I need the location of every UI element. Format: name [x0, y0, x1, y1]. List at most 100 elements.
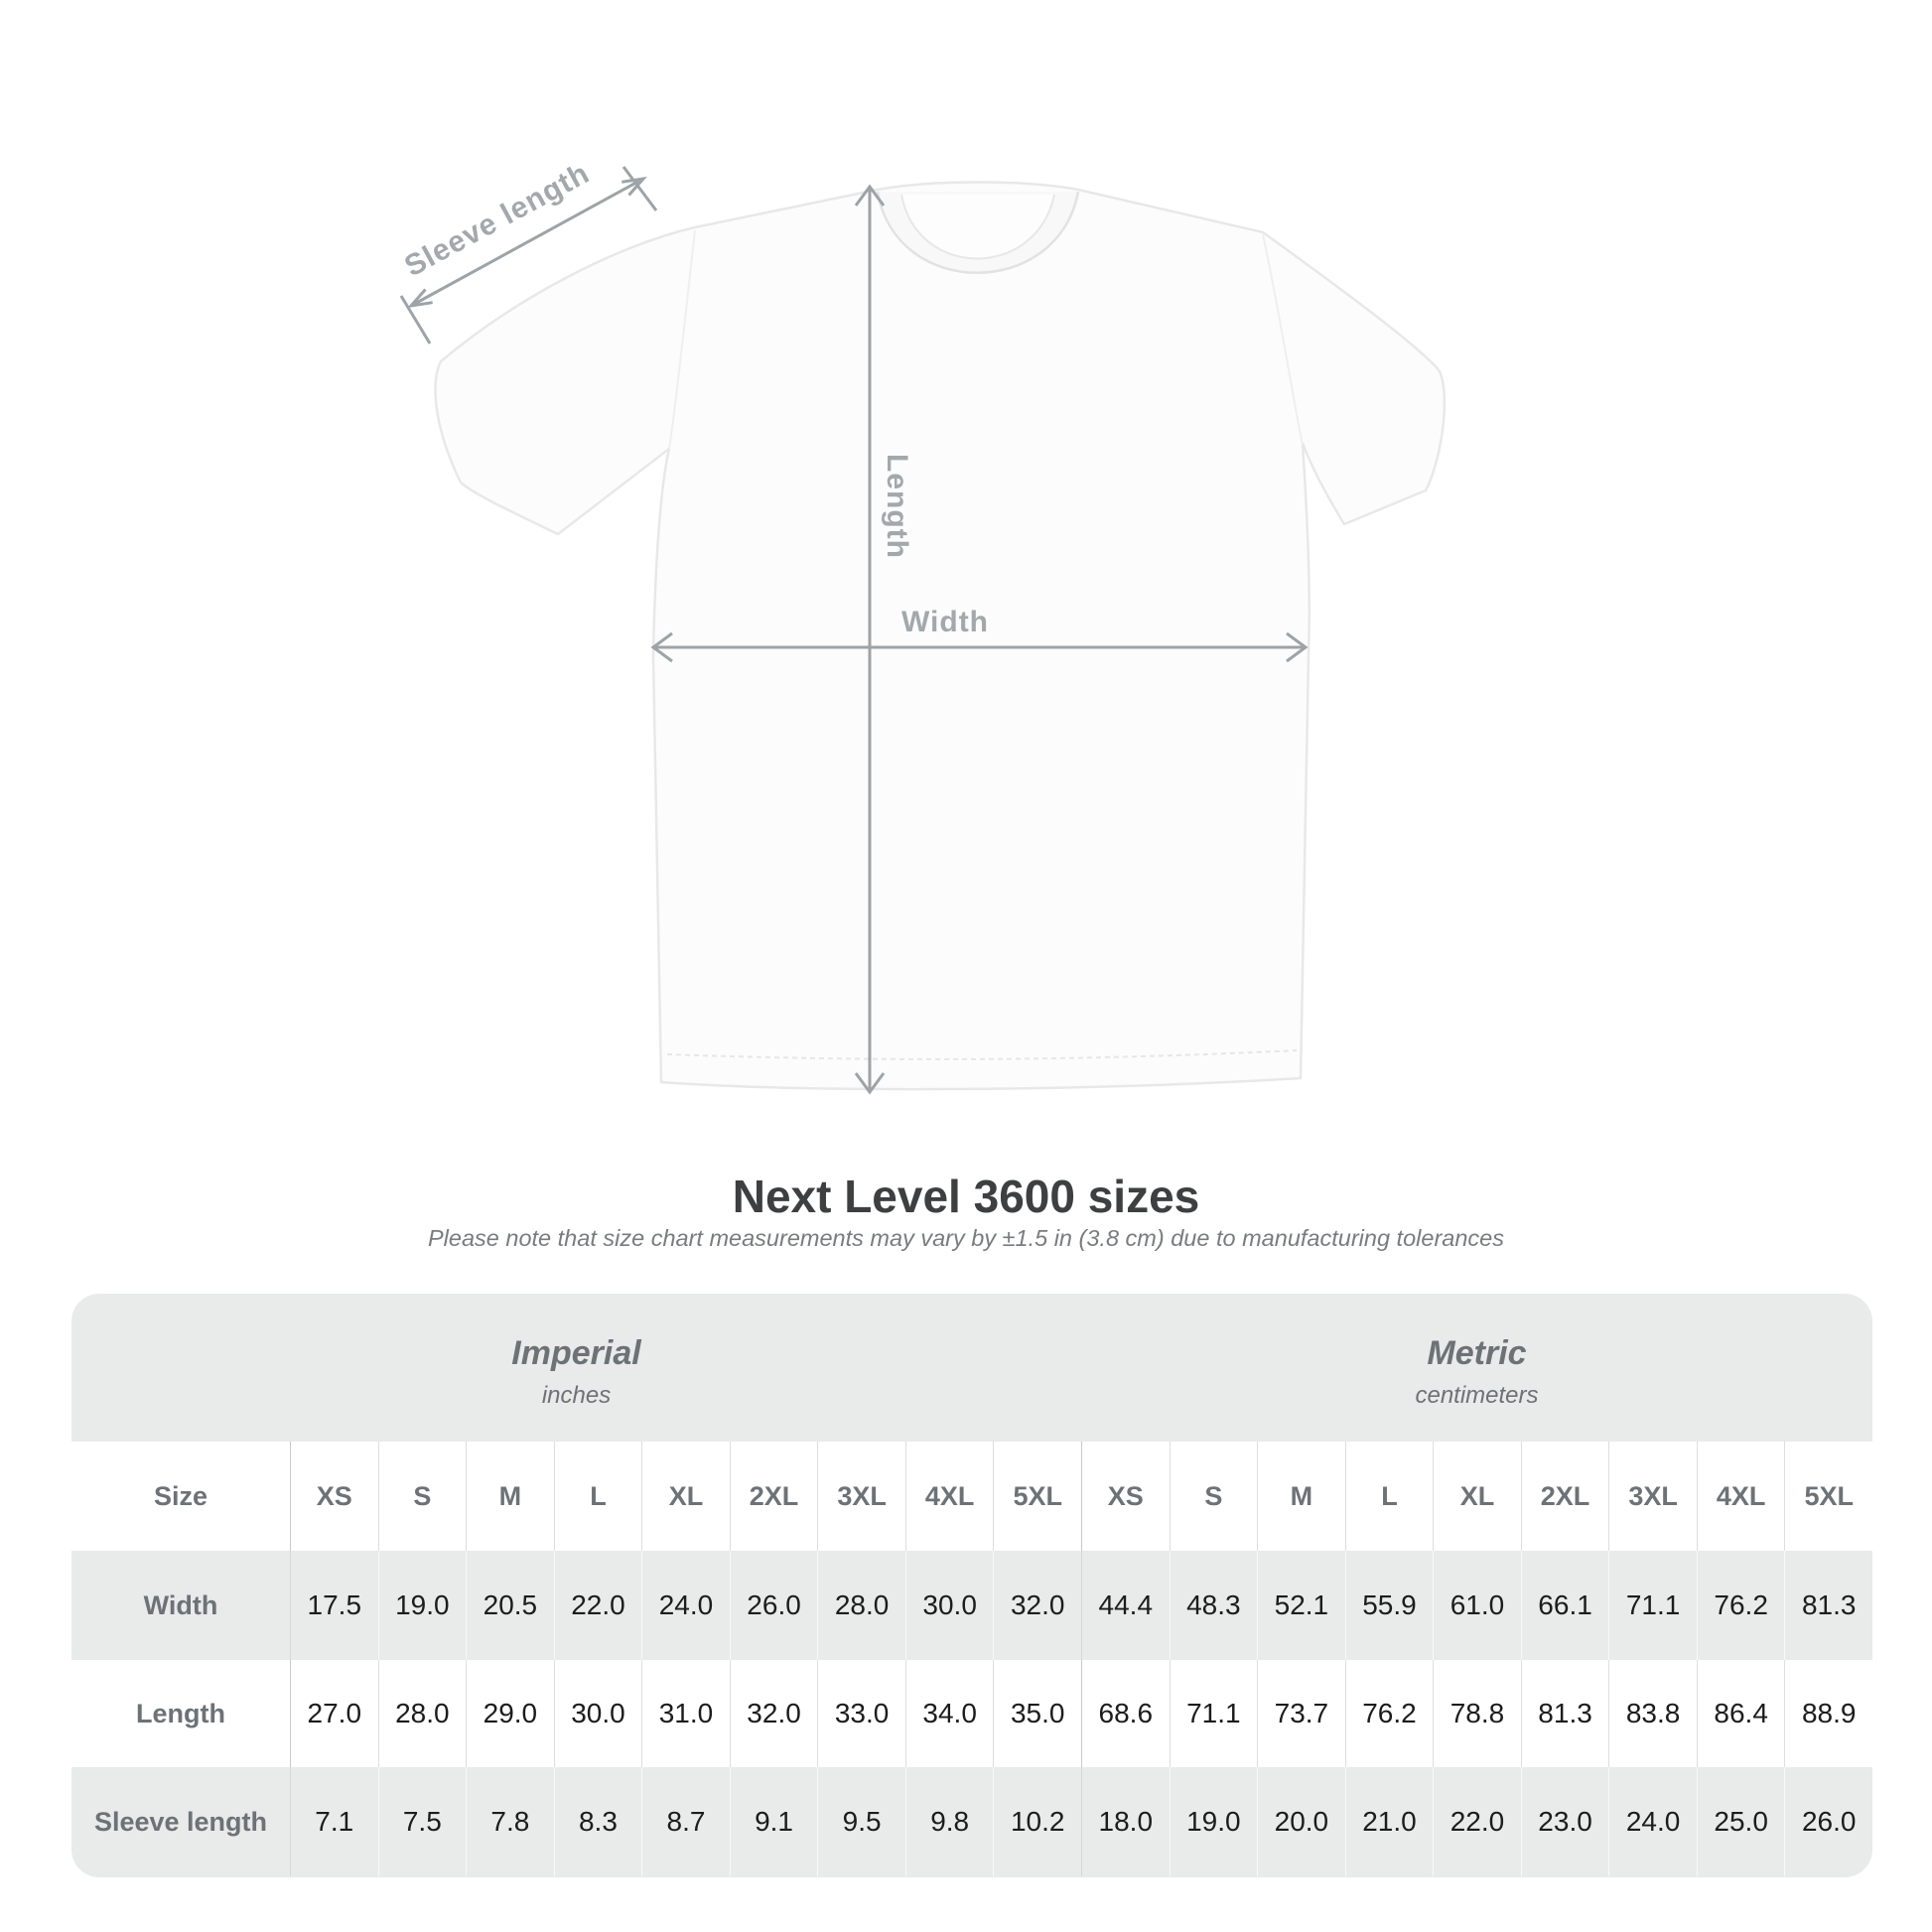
measurement-cell: 30.0: [553, 1660, 642, 1767]
measurement-cell: 9.5: [817, 1767, 905, 1876]
measurement-cell: 88.9: [1784, 1660, 1872, 1767]
measurement-cell: 86.4: [1696, 1660, 1785, 1767]
measurement-cell: 66.1: [1520, 1551, 1609, 1660]
measurement-cell: 24.0: [641, 1551, 730, 1660]
measurement-cell: 44.4: [1081, 1551, 1170, 1660]
measurement-cell: 8.7: [641, 1767, 730, 1876]
measurement-cell: 26.0: [1784, 1767, 1872, 1876]
size-header-cell: L: [1344, 1442, 1434, 1551]
unit-group-header-row: Imperial inches Metric centimeters: [71, 1294, 1872, 1442]
size-header-cell: 2XL: [1520, 1442, 1609, 1551]
measurement-cell: 18.0: [1081, 1767, 1170, 1876]
measurement-cell: 9.8: [904, 1767, 994, 1876]
size-chart-panel: Imperial inches Metric centimeters Size X…: [71, 1294, 1872, 1877]
measurement-cell: 28.0: [377, 1660, 467, 1767]
measurement-cell: 20.0: [1257, 1767, 1345, 1876]
measurement-cell: 35.0: [993, 1660, 1081, 1767]
measurement-cell: 32.0: [993, 1551, 1081, 1660]
measurement-cell: 48.3: [1169, 1551, 1258, 1660]
size-header-cell: 4XL: [1696, 1442, 1785, 1551]
measurement-cell: 7.1: [290, 1767, 378, 1876]
measurement-cell: 78.8: [1433, 1660, 1521, 1767]
tshirt-diagram: Sleeve length Length Width: [399, 157, 1447, 1095]
hem-stitch: [666, 1049, 1298, 1060]
row-label: Length: [136, 1698, 225, 1728]
size-column-header: Size: [153, 1480, 208, 1511]
size-header-cell: XL: [641, 1442, 730, 1551]
size-header-cell: M: [466, 1442, 554, 1551]
measurement-cell: 7.5: [377, 1767, 467, 1876]
measurement-cell: 20.5: [466, 1551, 554, 1660]
table-row: Sleeve length 7.1 7.5 7.8 8.3 8.7 9.1 9.5 9.8 10.…: [71, 1767, 1872, 1876]
measurement-cell: 81.3: [1520, 1660, 1609, 1767]
size-header-cell: M: [1257, 1442, 1345, 1551]
metric-group-header: Metric centimeters: [1081, 1294, 1872, 1442]
measurement-cell: 25.0: [1696, 1767, 1785, 1876]
sleeve-length-arrow: [399, 166, 658, 345]
row-label: Width: [143, 1589, 218, 1620]
measurement-cell: 7.8: [466, 1767, 554, 1876]
measurement-cell: 22.0: [553, 1551, 642, 1660]
measurement-cell: 73.7: [1257, 1660, 1345, 1767]
measurement-cell: 34.0: [904, 1660, 994, 1767]
measurement-cell: 26.0: [729, 1551, 818, 1660]
measurement-cell: 28.0: [817, 1551, 905, 1660]
width-arrow: [650, 631, 1309, 663]
size-header-cell: 5XL: [993, 1442, 1081, 1551]
metric-group-label: Metric: [1427, 1333, 1527, 1372]
measurement-cell: 81.3: [1784, 1551, 1872, 1660]
measurement-cell: 32.0: [729, 1660, 818, 1767]
measurement-cell: 29.0: [466, 1660, 554, 1767]
row-label: Sleeve length: [93, 1806, 268, 1837]
metric-group-unit: centimeters: [1415, 1381, 1539, 1409]
measurement-cell: 19.0: [1169, 1767, 1258, 1876]
right-sleeve-seam: [1262, 233, 1304, 446]
table-row: Size XS S M L XL 2XL 3XL 4XL 5XL XS S M L XL 2XL 3XL 4XL 5…: [71, 1442, 1872, 1551]
measurement-cell: 19.0: [377, 1551, 467, 1660]
tshirt-body: [434, 181, 1447, 1091]
imperial-group-label: Imperial: [511, 1333, 641, 1372]
measurement-cell: 71.1: [1169, 1660, 1258, 1767]
tshirt-graphic: [399, 166, 1447, 1095]
imperial-group-header: Imperial inches: [71, 1294, 1081, 1442]
measurement-cell: 21.0: [1344, 1767, 1434, 1876]
size-header-cell: XS: [1081, 1442, 1170, 1551]
measurement-cell: 33.0: [817, 1660, 905, 1767]
size-header-cell: S: [377, 1442, 467, 1551]
size-header-cell: XS: [290, 1442, 378, 1551]
measurement-cell: 31.0: [641, 1660, 730, 1767]
length-arrow: [854, 184, 886, 1095]
size-header-cell: 4XL: [904, 1442, 994, 1551]
size-header-cell: 2XL: [729, 1442, 818, 1551]
tolerance-note: Please note that size chart measurements…: [428, 1225, 1504, 1251]
measurement-cell: 76.2: [1696, 1551, 1785, 1660]
measurement-cell: 9.1: [729, 1767, 818, 1876]
imperial-group-unit: inches: [541, 1381, 612, 1409]
length-label: Length: [881, 454, 913, 559]
size-chart-table: Size XS S M L XL 2XL 3XL 4XL 5XL XS S M L XL 2XL 3XL 4XL 5…: [71, 1442, 1872, 1876]
measurement-cell: 22.0: [1433, 1767, 1521, 1876]
measurement-cell: 61.0: [1433, 1551, 1521, 1660]
measurement-cell: 68.6: [1081, 1660, 1170, 1767]
left-sleeve-seam: [668, 229, 696, 450]
size-header-cell: S: [1169, 1442, 1258, 1551]
measurement-cell: 10.2: [993, 1767, 1081, 1876]
table-row: Length 27.0 28.0 29.0 30.0 31.0 32.0 33.0 34.0 35…: [71, 1660, 1872, 1767]
collar-inner: [900, 194, 1055, 260]
measurement-cell: 71.1: [1608, 1551, 1697, 1660]
size-header-cell: XL: [1433, 1442, 1521, 1551]
table-row: Width 17.5 19.0 20.5 22.0 24.0 26.0 28.0 30.0 32.…: [71, 1551, 1872, 1660]
measurement-cell: 55.9: [1344, 1551, 1434, 1660]
measurement-cell: 24.0: [1608, 1767, 1697, 1876]
size-header-cell: 3XL: [1608, 1442, 1697, 1551]
measurement-cell: 76.2: [1344, 1660, 1434, 1767]
size-header-cell: 3XL: [817, 1442, 905, 1551]
size-header-cell: L: [553, 1442, 642, 1551]
measurement-cell: 17.5: [290, 1551, 378, 1660]
page-title: Next Level 3600 sizes: [732, 1171, 1200, 1222]
size-header-cell: 5XL: [1784, 1442, 1872, 1551]
measurement-cell: 83.8: [1608, 1660, 1697, 1767]
measurement-cell: 52.1: [1257, 1551, 1345, 1660]
width-label: Width: [900, 606, 990, 638]
measurement-cell: 30.0: [904, 1551, 994, 1660]
